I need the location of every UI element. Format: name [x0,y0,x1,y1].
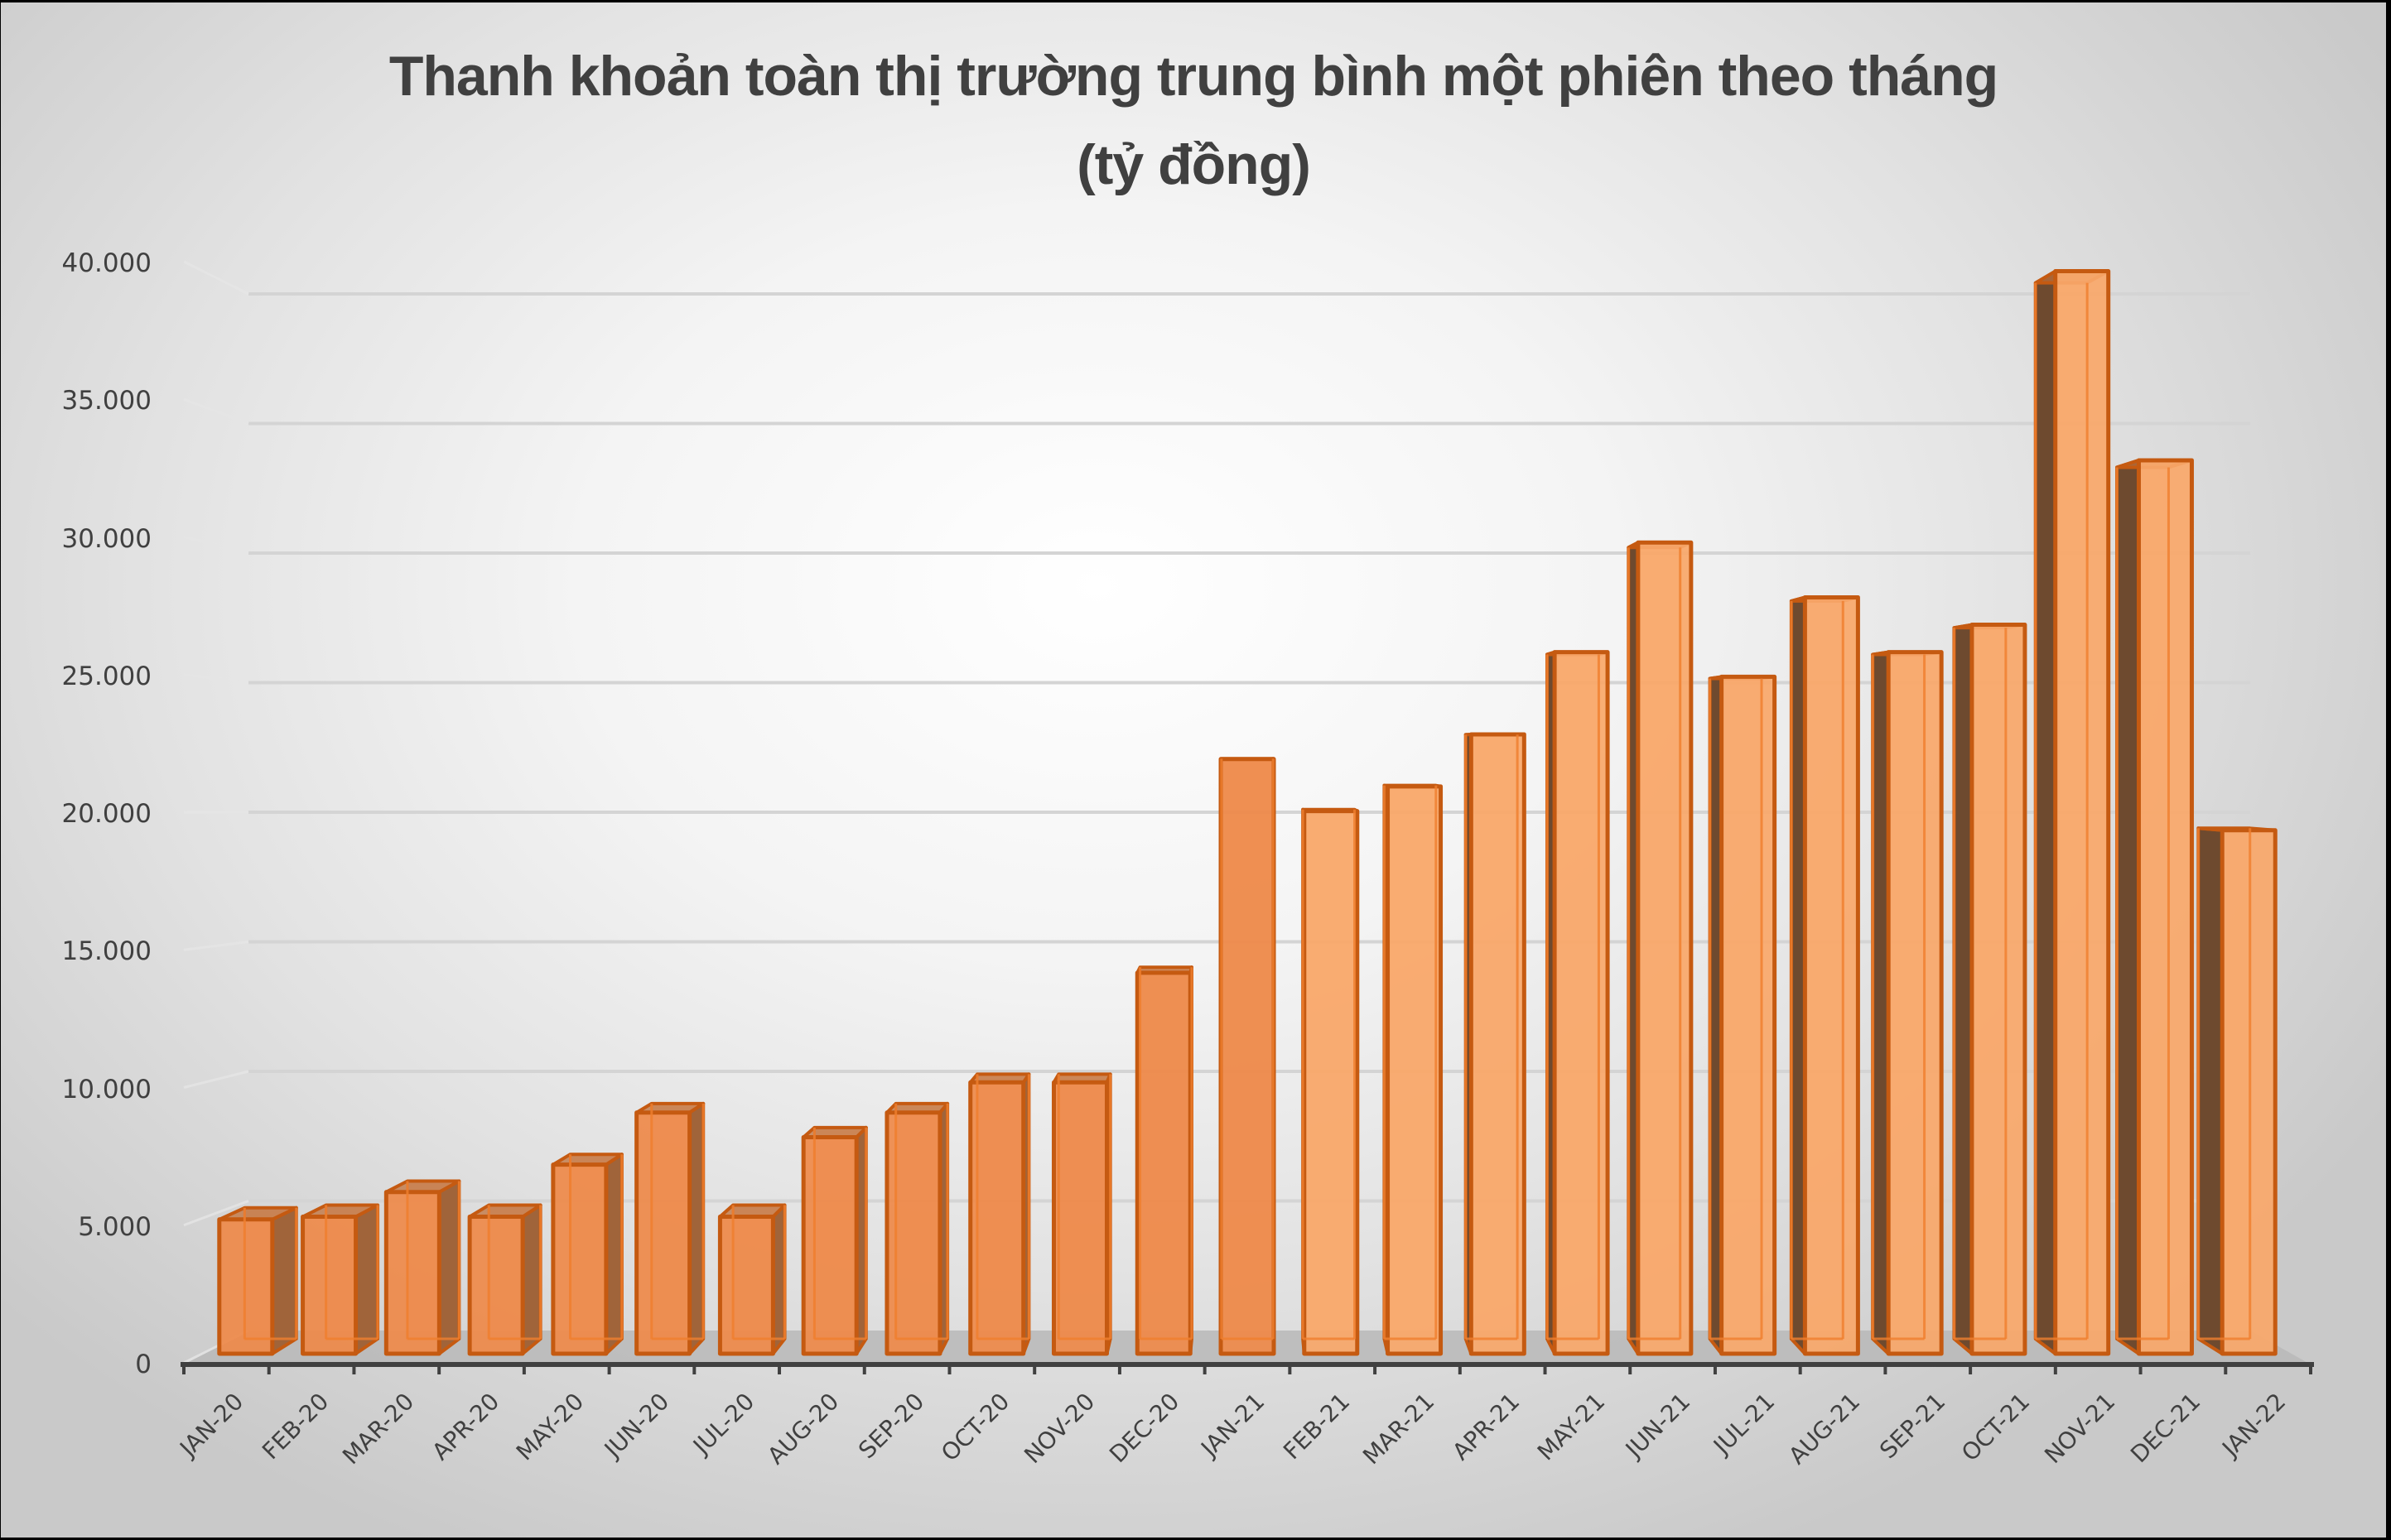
bar-aug-21 [1789,594,1860,1356]
bar-front-face [1802,594,1860,1356]
bar-front-face [383,1190,441,1356]
bar-front-face [1886,650,1944,1356]
bar-front-face [1552,650,1610,1356]
bar-jan-20 [217,1206,298,1356]
y-tick-label: 25.000 [61,661,152,691]
wall-gridline [183,1070,249,1089]
bar-front-face [717,1215,775,1356]
y-tick-label: 10.000 [61,1074,152,1104]
bar-jan-21 [1218,757,1276,1356]
bar-feb-20 [301,1203,380,1356]
bar-jul-20 [717,1203,787,1356]
y-tick-label: 35.000 [61,386,152,416]
bar-dec-21 [2115,458,2194,1356]
bar-side-face [604,1153,624,1355]
bar-apr-20 [467,1203,542,1356]
bar-front-face [301,1215,359,1356]
bar-front-face [885,1110,942,1356]
bar-aug-20 [801,1125,868,1356]
bar-jan-22 [2196,826,2278,1356]
bar-jun-20 [634,1101,706,1356]
wall-gridline [183,1200,249,1227]
bar-front-face [634,1110,692,1356]
bar-side-face [2033,269,2057,1355]
bar-front-face [551,1162,609,1356]
chart-subtitle-unit: (tỷ đồng) [1077,133,1311,196]
bar-apr-21 [1463,732,1526,1356]
wall-gridline [183,536,249,555]
bar-sep-21 [1871,650,1944,1356]
bar-front-face [1636,540,1694,1356]
bar-side-face [1952,623,1974,1355]
bar-front-face [467,1215,525,1356]
bar-jun-21 [1627,540,1694,1356]
bar-side-face [1871,650,1891,1355]
bar-side-face [521,1203,542,1355]
bar-front-face [2136,458,2194,1356]
y-tick-label: 15.000 [61,936,152,967]
y-tick-label: 5.000 [78,1211,152,1242]
bar-oct-20 [968,1072,1031,1356]
bar-side-face [270,1206,298,1355]
wall-gridline [183,397,249,425]
y-tick-label: 0 [135,1350,152,1379]
bar-front-face [1386,784,1444,1356]
bar-front-face [1468,732,1526,1356]
wall-gridline [183,941,249,951]
bar-front-face [1302,809,1360,1356]
y-tick-label: 40.000 [61,248,152,278]
bar-front-face [1051,1080,1109,1356]
wall-gridline [183,260,249,296]
bar-side-face [354,1203,380,1355]
bar-side-face [2196,826,2225,1355]
bar-front-face [2053,269,2111,1356]
bar-side-face [437,1179,461,1355]
bar-front-face [1218,757,1276,1356]
bar-oct-21 [1952,623,2027,1356]
bar-mar-21 [1382,783,1444,1356]
bar-may-20 [551,1153,624,1356]
y-tick-label: 20.000 [61,799,152,829]
bar-nov-20 [1051,1072,1112,1356]
wall-gridline [183,673,249,684]
bar-front-face [968,1080,1026,1356]
bar-feb-21 [1301,807,1360,1356]
bar-jul-21 [1708,674,1777,1356]
bar-front-face [1969,623,2027,1356]
chart-title: Thanh khoản toàn thị trường trung bình m… [388,45,1998,108]
bar-may-21 [1545,650,1610,1356]
bar-front-face [801,1135,859,1356]
bar-dec-20 [1135,965,1193,1356]
bar-front-face [1719,674,1777,1356]
y-tick-label: 30.000 [61,523,152,554]
bar-nov-21 [2033,269,2111,1356]
bar-sep-20 [885,1101,950,1356]
bar-front-face [1135,970,1193,1356]
bar-side-face [2115,458,2141,1355]
bar-mar-20 [383,1179,461,1356]
